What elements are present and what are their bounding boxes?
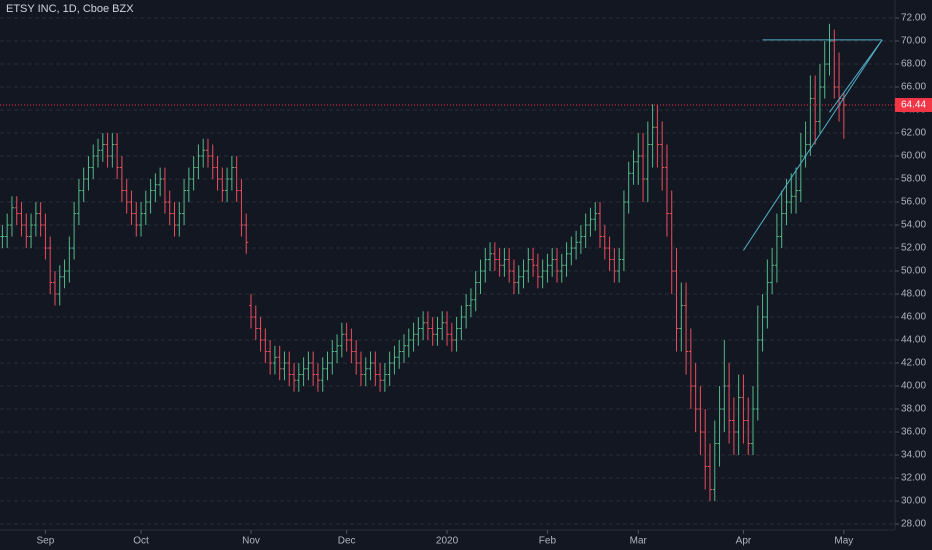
y-tick-label: 32.00 — [901, 473, 926, 484]
bars — [0, 23, 846, 502]
y-tick-label: 48.00 — [901, 289, 926, 300]
x-tick-label: May — [834, 536, 853, 547]
trend-line — [829, 39, 883, 113]
y-tick-label: 66.00 — [901, 82, 926, 93]
x-tick-label: Apr — [736, 536, 752, 547]
x-tick-label: Feb — [539, 536, 557, 547]
last-price-box — [895, 97, 932, 112]
y-tick-label: 72.00 — [901, 13, 926, 24]
y-tick-label: 56.00 — [901, 197, 926, 208]
chart-title: ETSY INC, 1D, Cboe BZX — [6, 3, 134, 15]
y-tick-label: 42.00 — [901, 358, 926, 369]
y-tick-label: 60.00 — [901, 151, 926, 162]
y-tick-label: 70.00 — [901, 36, 926, 47]
y-tick-label: 52.00 — [901, 243, 926, 254]
x-tick-label: Dec — [338, 536, 356, 547]
x-tick-label: Nov — [242, 536, 260, 547]
y-tick-label: 50.00 — [901, 266, 926, 277]
y-tick-label: 38.00 — [901, 404, 926, 415]
y-tick-label: 36.00 — [901, 427, 926, 438]
y-tick-label: 58.00 — [901, 174, 926, 185]
y-tick-label: 28.00 — [901, 519, 926, 530]
y-tick-label: 34.00 — [901, 450, 926, 461]
trend-line — [743, 39, 883, 251]
y-tick-label: 30.00 — [901, 496, 926, 507]
y-tick-label: 54.00 — [901, 220, 926, 231]
x-tick-label: 2020 — [436, 536, 459, 547]
y-tick-label: 68.00 — [901, 59, 926, 70]
y-tick-label: 44.00 — [901, 335, 926, 346]
y-tick-label: 46.00 — [901, 312, 926, 323]
x-tick-label: Mar — [630, 536, 648, 547]
x-tick-label: Sep — [37, 536, 55, 547]
y-tick-label: 40.00 — [901, 381, 926, 392]
last-price-label: 64.44 — [901, 100, 926, 111]
x-tick-label: Oct — [133, 536, 149, 547]
y-tick-label: 62.00 — [901, 128, 926, 139]
overlay: 64.44 — [0, 39, 932, 251]
